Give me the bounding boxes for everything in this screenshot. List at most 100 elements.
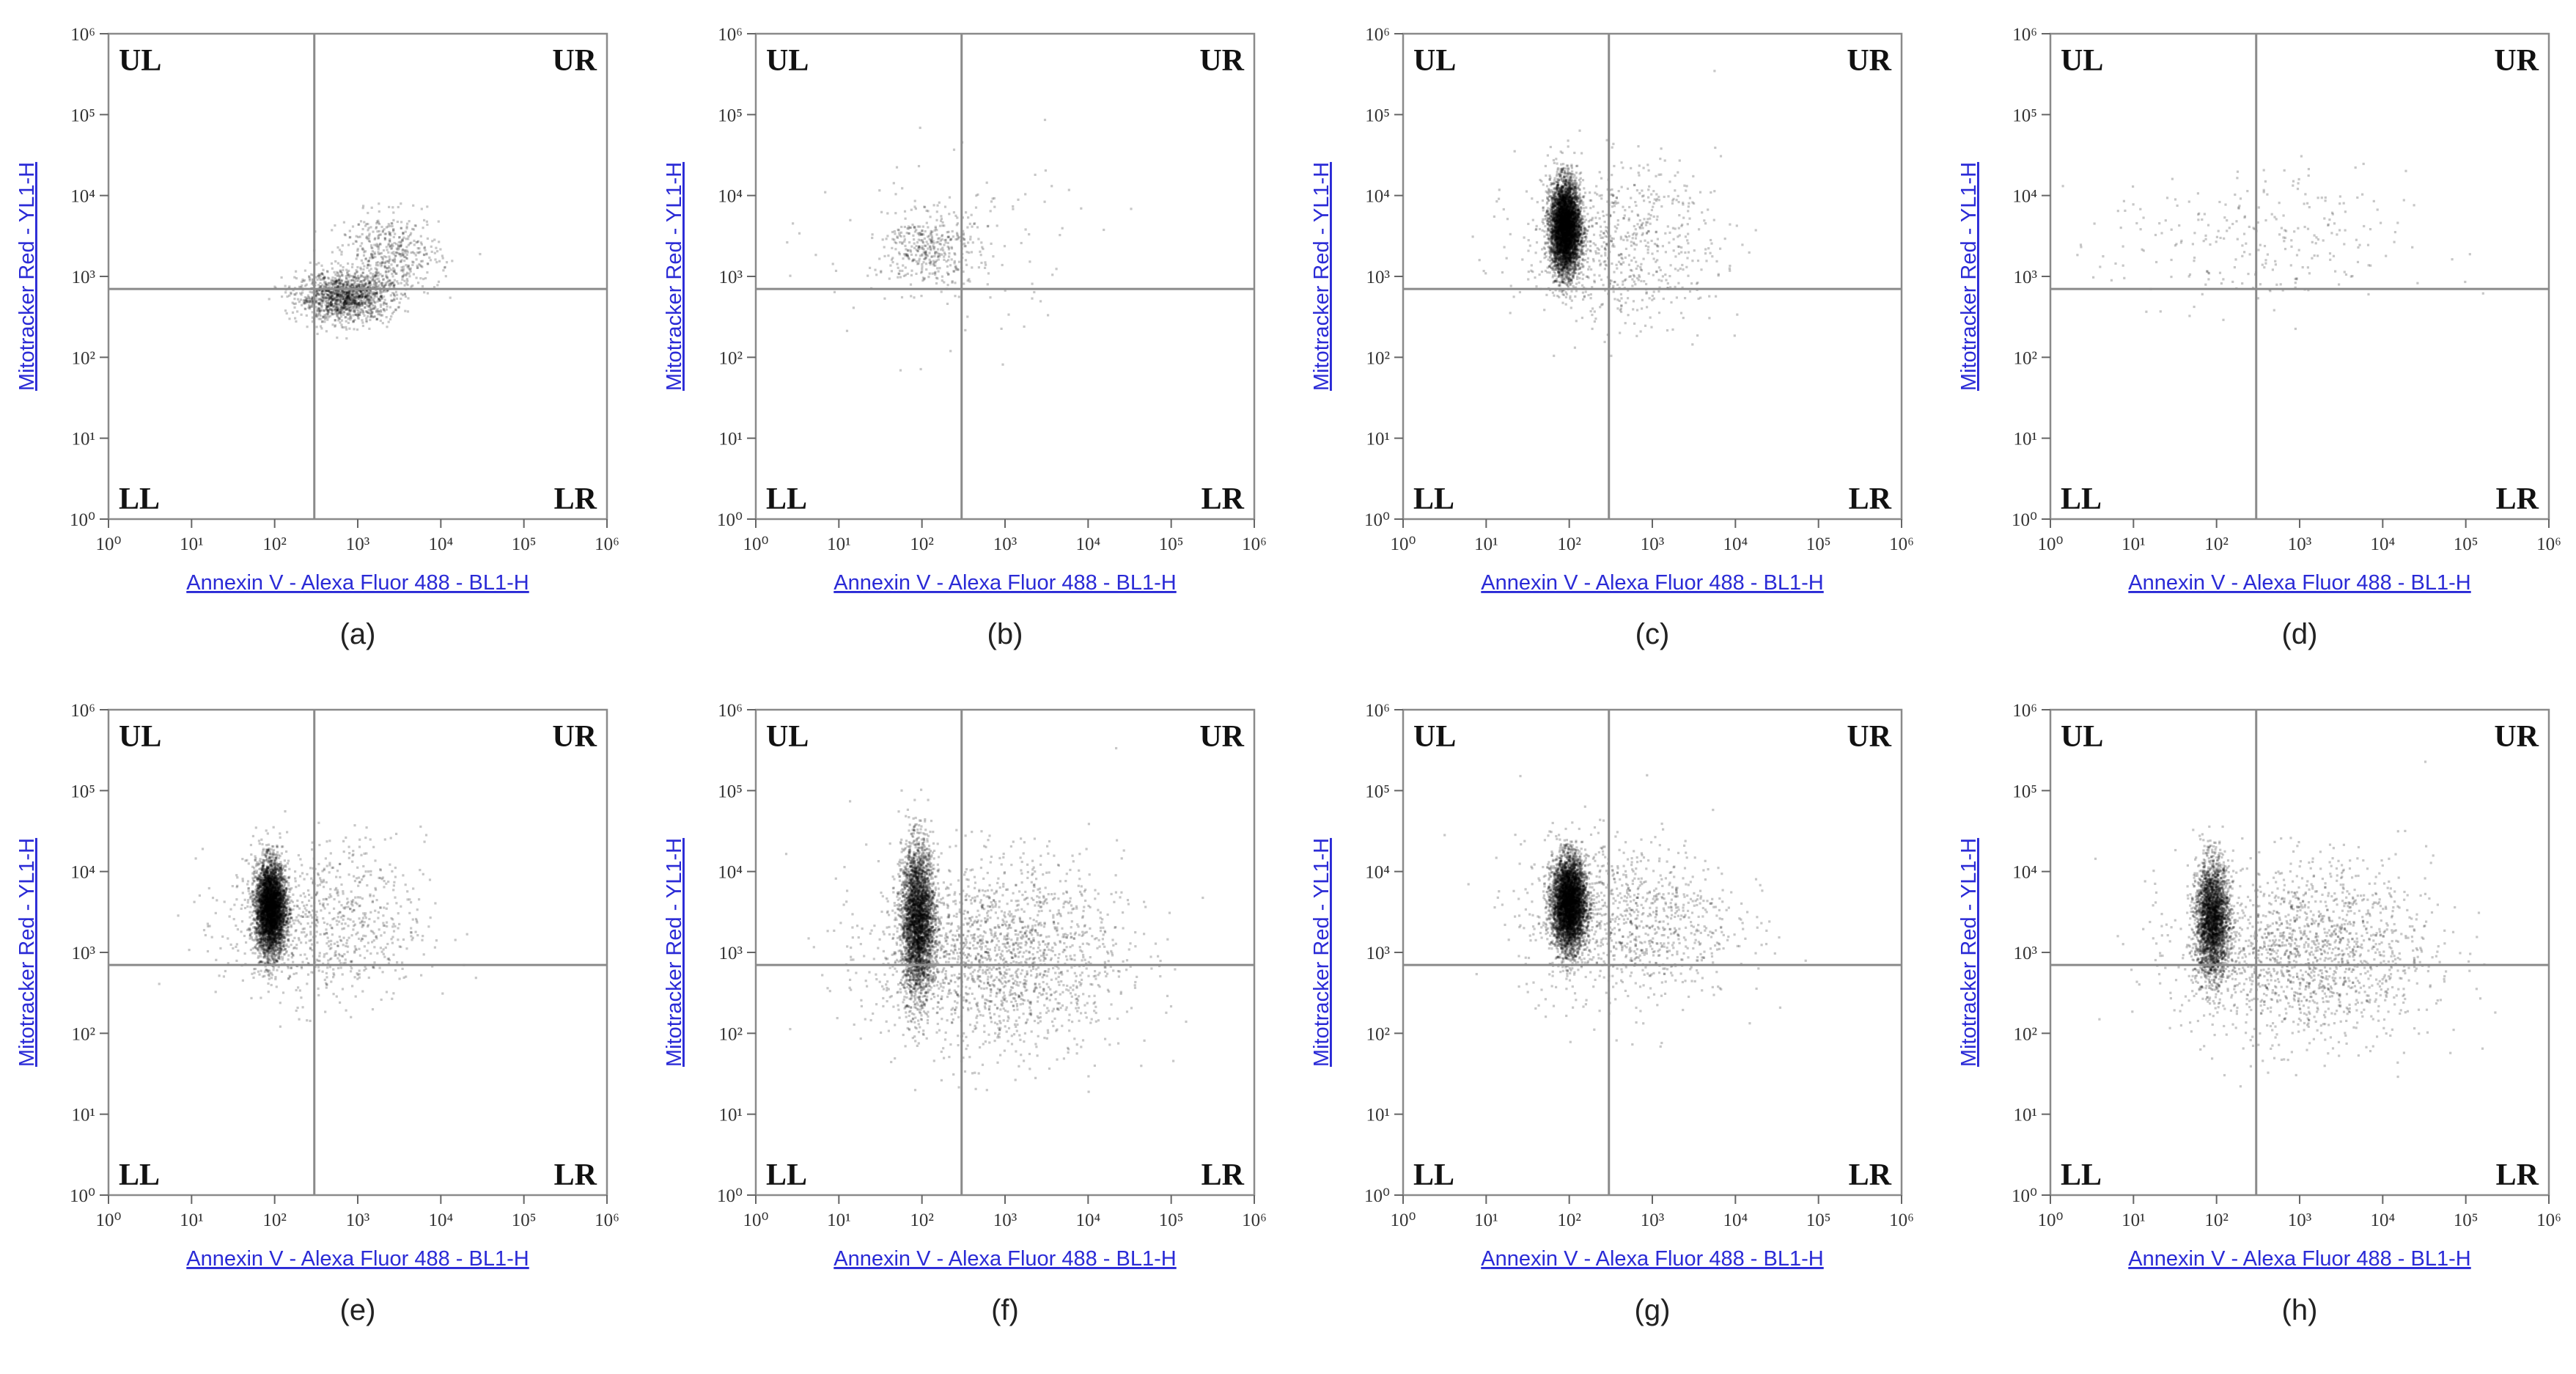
event-dot: [378, 229, 380, 232]
event-dot: [322, 285, 325, 288]
event-dot: [915, 229, 918, 232]
event-dot: [334, 309, 336, 312]
event-dot: [947, 235, 950, 238]
event-dot: [315, 263, 318, 266]
event-dot: [299, 285, 302, 289]
event-dot: [1570, 164, 1573, 166]
event-dot: [327, 309, 330, 312]
event-dot: [400, 269, 402, 272]
event-dot: [356, 328, 359, 331]
event-dot: [366, 298, 369, 301]
event-dot: [341, 297, 344, 300]
event-dot: [307, 298, 311, 301]
event-dot: [340, 307, 343, 310]
event-dot: [373, 276, 376, 279]
event-dot: [373, 281, 376, 284]
event-dot: [356, 314, 359, 317]
event-dot: [350, 302, 353, 305]
event-dot: [378, 252, 382, 255]
event-dot: [364, 224, 367, 227]
event-dot: [366, 274, 369, 277]
event-dot: [379, 305, 383, 308]
event-dot: [426, 223, 429, 227]
event-dot: [310, 305, 313, 308]
event-dot: [323, 285, 326, 288]
event-dot: [364, 306, 367, 309]
event-dot: [334, 306, 337, 309]
event-dot: [831, 262, 834, 265]
event-dot: [357, 295, 360, 298]
event-dot: [334, 303, 337, 306]
event-dot: [402, 236, 405, 239]
event-dot: [442, 269, 445, 272]
event-dot: [928, 272, 931, 275]
event-dot: [327, 290, 330, 293]
event-dot: [993, 196, 996, 200]
event-dot: [389, 232, 392, 235]
event-dot: [352, 298, 355, 301]
event-dot: [311, 311, 314, 314]
event-dot: [336, 298, 339, 301]
event-dot: [360, 290, 363, 294]
event-dot: [423, 218, 426, 221]
event-dot: [927, 235, 931, 238]
event-dot: [364, 250, 367, 253]
event-dot: [834, 269, 838, 272]
event-dot: [336, 295, 339, 298]
event-dot: [366, 266, 369, 269]
event-dot: [336, 293, 339, 297]
event-dot: [1001, 363, 1004, 366]
event-dot: [345, 308, 348, 311]
event-dot: [346, 305, 349, 308]
event-dot: [362, 310, 365, 313]
event-dot: [361, 301, 364, 305]
event-dot: [358, 295, 361, 298]
event-dot: [365, 297, 368, 300]
y-axis-title: Mitotracker Red - YL1-H: [663, 162, 686, 391]
event-dot: [332, 305, 335, 308]
event-dot: [338, 282, 341, 285]
event-dot: [358, 294, 361, 297]
event-dot: [419, 264, 422, 267]
event-dot: [342, 301, 345, 305]
event-dot: [343, 306, 346, 309]
event-dot: [388, 240, 391, 243]
event-dot: [335, 298, 338, 302]
event-dot: [303, 301, 306, 304]
event-dot: [354, 297, 357, 300]
event-dot: [424, 249, 427, 251]
event-dot: [330, 286, 334, 289]
event-dot: [373, 293, 376, 295]
event-dot: [339, 301, 342, 304]
event-dot: [333, 282, 336, 285]
event-dot: [921, 253, 924, 256]
event-dot: [367, 295, 369, 298]
event-dot: [377, 277, 380, 280]
event-dot: [356, 271, 359, 273]
event-dot: [375, 244, 378, 247]
event-dot: [941, 221, 944, 224]
event-dot: [363, 314, 366, 317]
event-dot: [903, 240, 906, 243]
event-dot: [345, 301, 348, 304]
event-dot: [353, 310, 356, 313]
event-dot: [915, 272, 918, 275]
event-dot: [374, 267, 377, 270]
event-dot: [347, 312, 350, 315]
event-dot: [979, 250, 982, 253]
event-dot: [345, 326, 347, 328]
event-dot: [303, 302, 306, 305]
event-dot: [386, 326, 389, 328]
event-dot: [295, 292, 298, 295]
event-dot: [318, 312, 321, 315]
event-dot: [361, 293, 364, 296]
event-dot: [400, 240, 402, 243]
event-dot: [946, 245, 949, 249]
event-dot: [391, 206, 394, 209]
event-dot: [378, 246, 380, 249]
event-dot: [384, 284, 387, 287]
event-dot: [356, 295, 359, 298]
event-dot: [401, 268, 404, 271]
event-dot: [321, 283, 324, 287]
event-dot: [331, 298, 334, 301]
